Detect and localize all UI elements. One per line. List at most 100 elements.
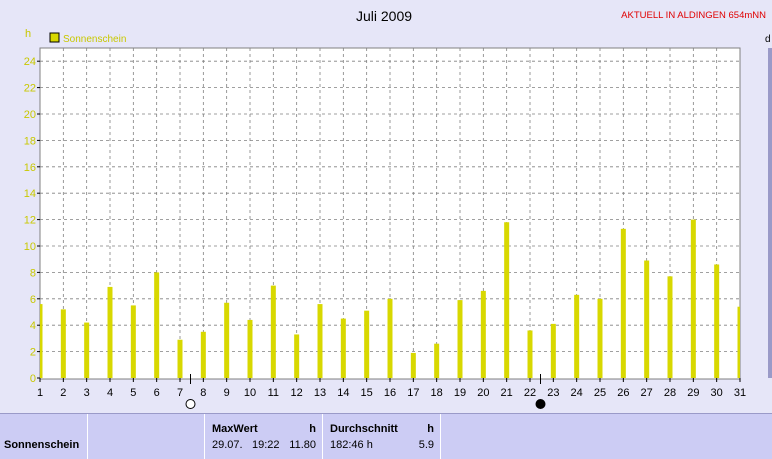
bar-day-22 [527,330,533,378]
x-tick-label: 30 [711,387,723,399]
y-axis-unit-label: h [25,28,31,40]
bar-day-27 [644,260,650,378]
x-tick-label: 19 [454,387,466,399]
y-tick-label: 22 [24,83,36,95]
bar-day-11 [270,285,276,378]
bar-day-16 [387,298,393,378]
bar-day-31 [737,306,740,378]
stats-row-label: Sonnenschein [4,439,80,451]
y-tick-label: 0 [30,373,36,385]
x-tick-label: 9 [224,387,230,399]
bar-day-2 [60,309,66,378]
bar-day-21 [504,222,510,378]
x-axis-ticks: 1 2 3 4 5 6 7 8 9 10 11 12 13 14 15 16 17 18 19 20 21 22 23 24 2… [37,378,746,399]
bar-day-24 [574,294,580,378]
y-tick-label: 14 [24,188,36,200]
x-tick-label: 7 [177,387,183,399]
x-tick-label: 31 [734,387,746,399]
bar-day-1 [40,304,43,378]
stats-avg-cell: Durchschnitt h 182:46 h 5.9 [323,414,441,459]
bar-day-25 [597,298,603,378]
x-tick-label: 22 [524,387,536,399]
station-label: AKTUELL IN ALDINGEN 654mNN [621,10,766,21]
new-moon-icon [535,399,546,409]
x-tick-label: 3 [84,387,90,399]
bar-day-29 [690,219,696,378]
x-tick-label: 11 [268,387,279,399]
bar-day-17 [410,352,416,378]
y-tick-label: 10 [24,241,36,253]
bar-day-19 [457,300,463,378]
avg-header: Durchschnitt [330,423,398,435]
bar-day-15 [364,310,370,378]
bar-day-20 [480,290,486,378]
max-header: MaxWert [212,423,258,435]
moon-phase-markers [185,374,546,409]
bar-day-4 [107,286,113,378]
x-tick-label: 13 [314,387,326,399]
bar-day-14 [340,318,346,378]
y-tick-label: 4 [30,320,36,332]
x-tick-label: 10 [244,387,256,399]
bar-day-9 [224,302,230,378]
statistics-panel: Sonnenschein MaxWert h 29.07. 19:22 11.8… [0,413,772,459]
full-moon-icon [185,399,196,409]
right-edge-label: d [765,34,771,45]
x-tick-label: 21 [501,387,513,399]
x-tick-label: 2 [60,387,66,399]
x-tick-label: 17 [407,387,419,399]
x-tick-label: 14 [337,387,349,399]
x-tick-label: 8 [200,387,206,399]
x-tick-label: 24 [571,387,583,399]
y-tick-label: 16 [24,162,36,174]
bar-series [40,219,740,378]
bar-day-7 [177,339,183,378]
y-tick-label: 8 [30,267,36,279]
avg-unit: h [427,423,434,435]
sunshine-chart: Juli 2009 AKTUELL IN ALDINGEN 654mNN d h… [24,8,772,409]
x-tick-label: 18 [431,387,443,399]
bar-day-13 [317,304,323,378]
bar-day-28 [667,276,673,378]
bar-day-5 [130,305,136,378]
x-tick-label: 23 [547,387,559,399]
x-tick-label: 26 [617,387,629,399]
bar-day-12 [294,334,300,378]
bar-day-8 [200,331,206,378]
avg-value: 5.9 [418,439,434,451]
max-time: 19:22 [252,439,280,451]
y-tick-label: 6 [30,294,36,306]
bar-day-23 [550,323,556,378]
legend-swatch [49,32,60,43]
max-date: 29.07. [212,439,243,451]
x-tick-label: 20 [477,387,489,399]
bar-day-30 [714,264,720,378]
max-value: 11.80 [289,439,316,451]
x-tick-label: 27 [641,387,653,399]
x-tick-label: 5 [130,387,136,399]
bar-day-18 [434,343,440,378]
x-tick-label: 25 [594,387,606,399]
x-tick-label: 6 [154,387,160,399]
bar-day-10 [247,319,253,378]
avg-total: 182:46 h [330,439,373,451]
max-unit: h [309,423,316,435]
x-tick-label: 15 [361,387,373,399]
chart-title: Juli 2009 [356,8,412,24]
stats-max-cell: MaxWert h 29.07. 19:22 11.80 [205,414,323,459]
y-tick-label: 2 [30,347,36,359]
bar-day-3 [84,322,90,378]
y-tick-label: 20 [24,109,36,121]
bar-day-26 [620,228,626,378]
bar-day-6 [154,272,160,378]
x-tick-label: 29 [687,387,699,399]
y-tick-label: 12 [24,215,36,227]
x-tick-label: 4 [107,387,113,399]
stats-label-cell: Sonnenschein [0,414,88,459]
y-tick-label: 18 [24,135,36,147]
x-tick-label: 16 [384,387,396,399]
x-tick-label: 12 [291,387,303,399]
stats-blank-cell [88,414,205,459]
right-scroll-edge[interactable] [768,48,772,378]
